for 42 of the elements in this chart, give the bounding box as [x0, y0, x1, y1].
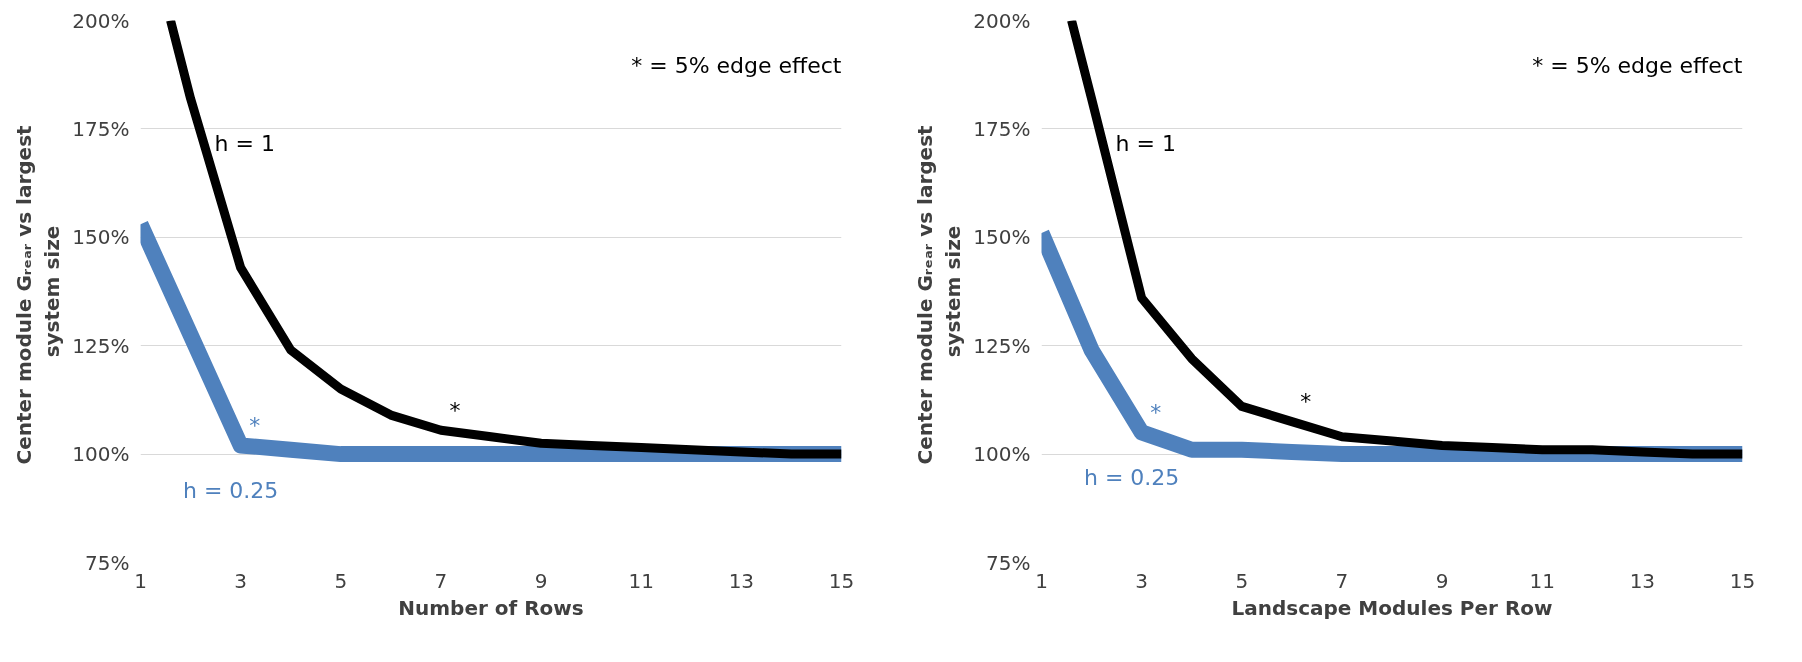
y-axis-title: Center module Gᵣₑₐᵣ vs largest system size — [912, 124, 966, 465]
x-tick-label: 13 — [728, 568, 755, 593]
annotation: * — [1150, 399, 1162, 425]
annotation: * = 5% edge effect — [1532, 53, 1743, 78]
x-tick-label: 3 — [234, 568, 248, 593]
y-axis-title: Center module Gᵣₑₐᵣ vs largest system size — [11, 124, 65, 465]
series-label: h = 0.25 — [1083, 464, 1180, 490]
y-tick-label: 100% — [72, 442, 130, 467]
y-tick-label: 150% — [973, 225, 1031, 250]
y-tick-label: 175% — [973, 116, 1031, 141]
y-tick-label: 125% — [72, 333, 130, 358]
x-tick-label: 3 — [1135, 568, 1149, 593]
y-tick-label: 75% — [85, 550, 130, 575]
annotation: * = 5% edge effect — [631, 53, 842, 78]
x-axis-title: Landscape Modules Per Row — [1231, 595, 1553, 620]
series-label: h = 0.25 — [182, 477, 279, 503]
y-tick-label: 200% — [72, 8, 130, 33]
y-tick-label: 75% — [986, 550, 1031, 575]
y-tick-label: 125% — [973, 333, 1031, 358]
annotation: * — [449, 397, 461, 423]
x-tick-label: 1 — [134, 568, 147, 593]
y-tick-label: 150% — [72, 225, 130, 250]
x-tick-label: 11 — [1529, 568, 1555, 593]
annotation: * — [249, 412, 261, 438]
x-tick-label: 9 — [534, 568, 548, 593]
x-tick-label: 15 — [1729, 568, 1756, 593]
x-tick-label: 9 — [1435, 568, 1449, 593]
series-label: h = 1 — [1115, 131, 1176, 157]
x-tick-label: 13 — [1629, 568, 1656, 593]
x-tick-label: 5 — [334, 568, 348, 593]
x-tick-label: 5 — [1235, 568, 1249, 593]
x-tick-label: 7 — [434, 568, 448, 593]
series-label: h = 1 — [214, 131, 275, 157]
x-tick-label: 15 — [828, 568, 855, 593]
x-tick-label: 1 — [1035, 568, 1048, 593]
x-axis-title: Number of Rows — [398, 595, 584, 620]
x-tick-label: 11 — [628, 568, 654, 593]
y-tick-label: 200% — [973, 8, 1031, 33]
annotation: * — [1300, 389, 1312, 415]
y-tick-label: 175% — [72, 116, 130, 141]
x-tick-label: 7 — [1335, 568, 1349, 593]
y-tick-label: 100% — [973, 442, 1031, 467]
